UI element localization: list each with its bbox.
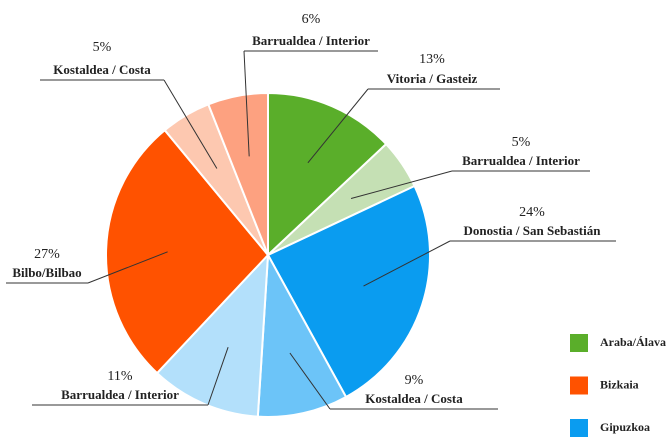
leader-line bbox=[350, 170, 453, 200]
slice-label: Vitoria / Gasteiz bbox=[387, 71, 478, 86]
leader-line bbox=[163, 79, 218, 169]
legend-label: Bizkaia bbox=[600, 377, 639, 391]
legend-label: Araba/Álava bbox=[600, 335, 666, 349]
slice-label: Barrualdea / Interior bbox=[61, 387, 179, 402]
pie-slice bbox=[105, 128, 270, 375]
legend-label: Gipuzkoa bbox=[600, 420, 650, 434]
pie-slice bbox=[267, 91, 388, 258]
leader-line bbox=[289, 352, 331, 410]
pie-slice bbox=[207, 91, 269, 256]
leader-line bbox=[307, 88, 369, 164]
slice-label: Kostaldea / Costa bbox=[365, 391, 463, 406]
leader-line bbox=[207, 347, 229, 406]
value-label: 11% bbox=[107, 369, 132, 384]
value-label: 5% bbox=[93, 40, 112, 55]
pie-slice bbox=[256, 251, 348, 418]
slice-label: Kostaldea / Costa bbox=[53, 62, 151, 77]
slice-label: Barrualdea / Interior bbox=[252, 33, 370, 48]
value-label: 24% bbox=[519, 205, 545, 220]
pie-slice bbox=[266, 184, 431, 399]
value-label: 13% bbox=[419, 52, 445, 67]
value-label: 27% bbox=[34, 247, 60, 262]
leader-line bbox=[363, 240, 451, 287]
legend-swatch bbox=[570, 376, 588, 395]
slice-label: Donostia / San Sebastián bbox=[464, 223, 602, 238]
value-label: 5% bbox=[512, 135, 531, 150]
legend-swatch bbox=[570, 419, 588, 437]
pie-slice bbox=[155, 252, 270, 418]
legend-swatch bbox=[570, 334, 588, 352]
value-label: 9% bbox=[405, 373, 424, 388]
slice-label: Barrualdea / Interior bbox=[462, 153, 580, 168]
leader-line bbox=[243, 50, 250, 157]
value-label: 6% bbox=[302, 12, 321, 27]
slice-label: Bilbo/Bilbao bbox=[12, 265, 81, 280]
leader-line bbox=[87, 251, 168, 284]
